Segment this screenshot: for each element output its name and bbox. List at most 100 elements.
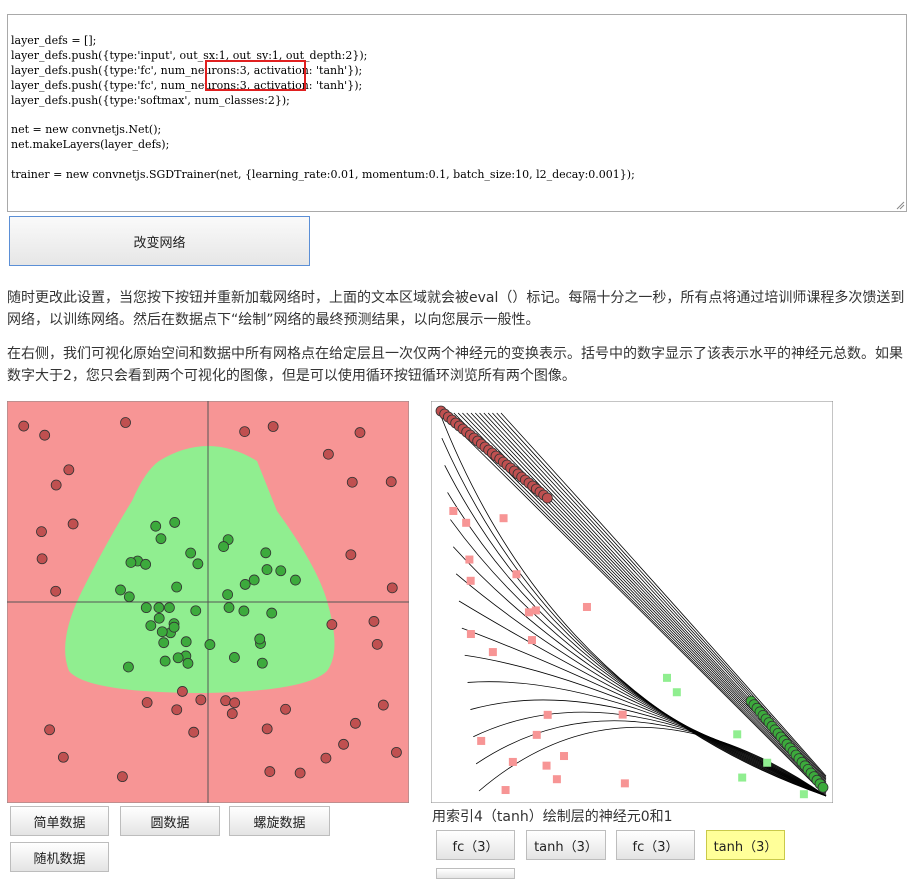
grid-curve [478, 726, 827, 797]
red-data-point [120, 417, 131, 428]
red-data-point [117, 771, 128, 783]
red-data-point [141, 697, 153, 708]
random-data-button[interactable]: 随机数据 [10, 842, 109, 872]
red-data-point [171, 704, 183, 716]
green-data-point [153, 602, 165, 613]
green-data-point [222, 589, 234, 601]
layer-button-tanh-1[interactable]: tanh（3） [526, 830, 606, 860]
code-line: layer_defs.push({type:'softmax', num_cla… [11, 93, 290, 107]
grid-cell-marker [552, 775, 561, 784]
red-data-point [18, 420, 30, 432]
grid-curve [447, 492, 827, 797]
green-data-point [159, 655, 171, 667]
green-data-point [115, 584, 126, 596]
red-data-point [239, 426, 251, 437]
code-line: trainer = new convnetjs.SGDTrainer(net, … [11, 168, 635, 182]
code-line: layer_defs.push({type:'fc', num_neurons:… [11, 63, 363, 77]
spiral-data-button[interactable]: 螺旋数据 [229, 806, 330, 836]
neuron-visualization-canvas[interactable] [431, 401, 833, 803]
red-data-point [338, 738, 349, 750]
red-data-point [44, 724, 55, 736]
grid-cell-marker [512, 570, 521, 579]
red-data-point [50, 479, 62, 491]
code-line: net = new convnetjs.Net(); [11, 123, 162, 137]
grid-cell-marker [462, 518, 471, 527]
simple-data-button[interactable]: 简单数据 [10, 806, 109, 836]
red-data-point [63, 464, 75, 476]
grid-cell-marker [499, 514, 508, 523]
green-data-point [156, 626, 168, 638]
grid-cell-marker [560, 752, 569, 761]
red-data-point [188, 726, 200, 738]
visualization-paragraph: 在右侧，我们可视化原始空间和数据中所有网格点在给定层且一次仅两个神经元的变换表示… [7, 346, 903, 384]
code-line: net.makeLayers(layer_defs); [11, 138, 170, 152]
grid-cell-marker [524, 608, 533, 617]
grid-curve [450, 519, 827, 797]
grid-cell-marker [449, 506, 458, 515]
grid-cell-marker [531, 606, 540, 615]
green-data-point [172, 652, 184, 664]
red-data-point [322, 448, 334, 460]
grid-cell-marker [488, 648, 497, 657]
red-data-point [195, 694, 207, 706]
red-data-point [326, 619, 338, 630]
layer-button-fc-2[interactable]: fc（3） [616, 830, 695, 860]
green-data-point [190, 605, 202, 617]
green-data-point [256, 657, 268, 669]
code-line: layer_defs.push({type:'fc', num_neurons:… [11, 78, 363, 92]
green-region [65, 446, 335, 693]
resize-grip-icon[interactable] [896, 201, 905, 210]
red-data-point [261, 723, 273, 735]
green-data-point [169, 517, 181, 528]
network-code-textarea[interactable]: layer_defs = []; layer_defs.push({type:'i… [7, 14, 907, 212]
green-data-point [275, 565, 287, 577]
grid-cell-marker [763, 758, 772, 767]
grid-curve [444, 465, 827, 797]
green-data-point [192, 558, 204, 570]
red-data-point [39, 429, 51, 441]
circle-data-button[interactable]: 圆数据 [120, 806, 220, 836]
green-data-point [125, 557, 137, 568]
grid-cell-marker [466, 630, 475, 639]
grid-curve [496, 412, 827, 778]
code-line: layer_defs.push({type:'input', out_sx:1,… [11, 48, 368, 62]
red-data-point [226, 708, 238, 719]
green-data-point [238, 605, 250, 617]
green-data-point [223, 602, 235, 613]
grid-curve [455, 573, 827, 797]
layer-button-tanh-2[interactable]: tanh（3） [706, 830, 785, 860]
red-data-point [385, 476, 397, 488]
green-data-point [171, 581, 183, 593]
num-neurons-highlight [205, 60, 306, 91]
red-data-point [177, 686, 188, 697]
red-data-point [280, 703, 291, 715]
change-network-button[interactable]: 改变网络 [9, 216, 310, 266]
grid-cell-marker [672, 688, 681, 697]
red-data-point [267, 421, 279, 432]
grid-curve [473, 711, 827, 797]
green-data-point [182, 657, 194, 669]
cycle-button[interactable] [436, 868, 515, 879]
code-line: layer_defs = []; [11, 34, 97, 47]
green-data-point [123, 661, 134, 673]
grid-curve [500, 412, 827, 777]
grid-cell-marker [582, 602, 591, 611]
grid-cell-marker [542, 761, 551, 770]
red-data-point [346, 476, 358, 488]
code-line [11, 108, 635, 123]
green-data-point [153, 612, 165, 624]
code-line [11, 153, 635, 168]
red-data-point [320, 752, 332, 764]
decision-boundary-canvas[interactable] [7, 401, 409, 803]
grid-cell-marker [501, 786, 510, 795]
red-data-point [57, 751, 69, 763]
description-paragraph: 随时更改此设置，当您按下按钮并重新加载网络时，上面的文本区域就会被eval（）标… [7, 290, 905, 328]
grid-curve [475, 720, 827, 797]
grid-cell-marker [738, 773, 747, 782]
red-data-point [345, 549, 357, 561]
layer-button-fc-1[interactable]: fc（3） [436, 830, 515, 860]
red-data-point [377, 699, 389, 711]
red-data-point [391, 746, 402, 758]
green-data-point [164, 602, 175, 614]
green-data-point [180, 636, 192, 648]
